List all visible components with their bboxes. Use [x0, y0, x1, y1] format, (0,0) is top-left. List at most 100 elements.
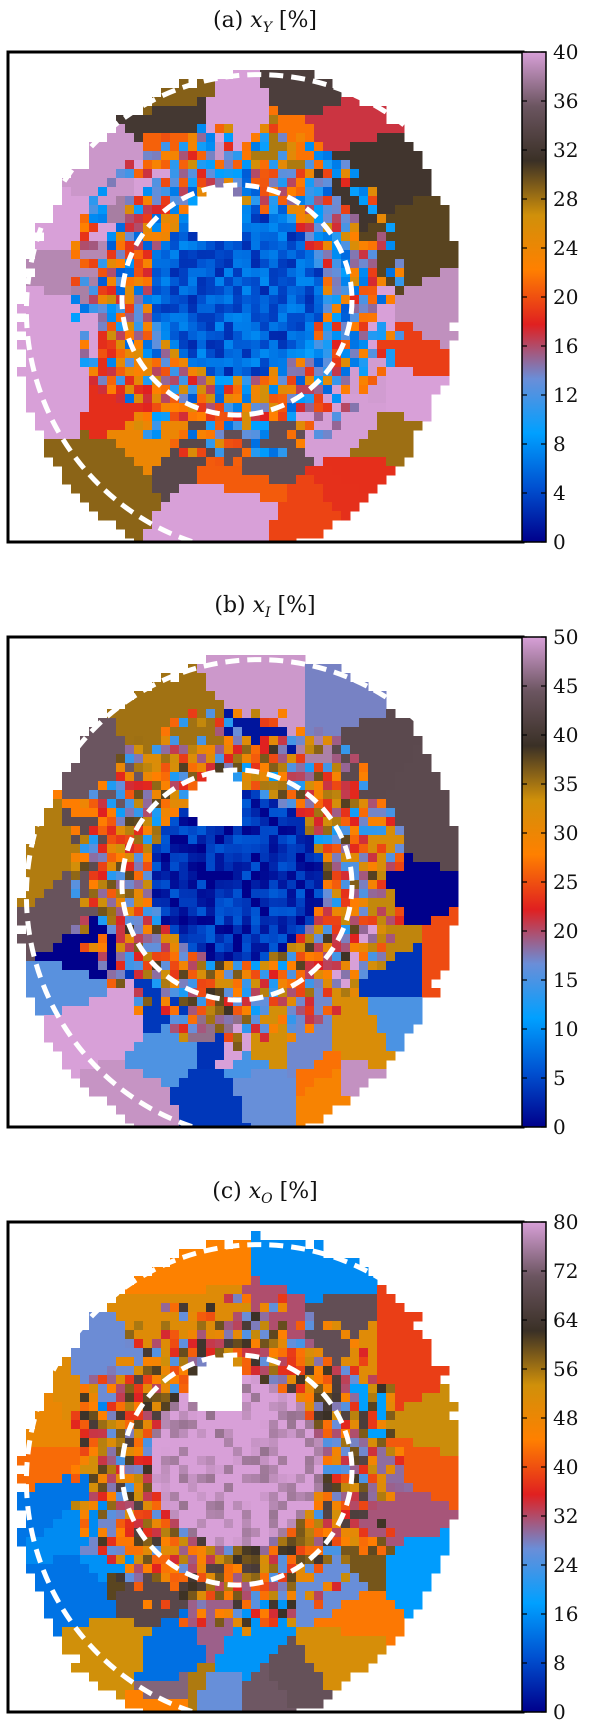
map-pixel — [332, 790, 342, 800]
map-pixel — [107, 1411, 117, 1421]
map-pixel — [278, 970, 288, 980]
map-pixel — [62, 1375, 72, 1385]
map-pixel — [251, 979, 261, 989]
map-pixel — [134, 1447, 144, 1457]
map-pixel — [152, 1033, 162, 1043]
map-pixel — [188, 1312, 198, 1322]
map-pixel — [287, 1105, 297, 1115]
map-pixel — [188, 1042, 198, 1052]
map-pixel — [179, 277, 189, 287]
map-pixel — [170, 1375, 180, 1385]
map-pixel — [134, 709, 144, 719]
map-pixel — [395, 151, 405, 161]
map-pixel — [251, 718, 261, 728]
map-pixel — [323, 1366, 333, 1376]
map-pixel — [404, 718, 414, 728]
map-pixel — [314, 1312, 324, 1322]
map-pixel — [404, 1393, 414, 1403]
map-pixel — [179, 1384, 189, 1394]
map-pixel — [404, 1321, 414, 1331]
map-pixel — [215, 97, 225, 107]
map-pixel — [269, 1114, 279, 1124]
map-pixel — [332, 430, 342, 440]
map-pixel — [278, 1249, 288, 1259]
map-pixel — [323, 1006, 333, 1016]
map-pixel — [323, 196, 333, 206]
map-pixel — [341, 511, 351, 521]
map-pixel — [431, 808, 441, 818]
map-pixel — [242, 790, 252, 800]
map-pixel — [269, 736, 279, 746]
map-pixel — [341, 1078, 351, 1088]
map-pixel — [260, 1348, 270, 1358]
map-pixel — [143, 322, 153, 332]
map-pixel — [107, 475, 117, 485]
map-pixel — [368, 1312, 378, 1322]
map-pixel — [197, 664, 207, 674]
map-pixel — [107, 754, 117, 764]
map-pixel — [323, 1420, 333, 1430]
map-pixel — [404, 430, 414, 440]
map-pixel — [269, 871, 279, 881]
map-pixel — [359, 466, 369, 476]
map-pixel — [278, 952, 288, 962]
map-pixel — [323, 214, 333, 224]
map-pixel — [80, 331, 90, 341]
map-pixel — [206, 997, 216, 1007]
map-pixel — [143, 763, 153, 773]
map-pixel — [107, 817, 117, 827]
map-pixel — [323, 1384, 333, 1394]
map-pixel — [152, 259, 162, 269]
map-pixel — [314, 997, 324, 1007]
map-pixel — [278, 880, 288, 890]
map-pixel — [305, 826, 315, 836]
map-pixel — [377, 403, 387, 413]
map-pixel — [152, 394, 162, 404]
map-pixel — [197, 745, 207, 755]
map-pixel — [134, 304, 144, 314]
map-pixel — [26, 376, 36, 386]
map-pixel — [296, 1429, 306, 1439]
map-pixel — [26, 1429, 36, 1439]
map-pixel — [53, 826, 63, 836]
map-pixel — [314, 484, 324, 494]
map-pixel — [269, 1033, 279, 1043]
map-pixel — [332, 871, 342, 881]
map-pixel — [35, 925, 45, 935]
map-pixel — [242, 1402, 252, 1412]
map-pixel — [98, 277, 108, 287]
map-pixel — [143, 817, 153, 827]
map-pixel — [296, 484, 306, 494]
map-pixel — [206, 142, 216, 152]
map-pixel — [116, 196, 126, 206]
map-pixel — [170, 313, 180, 323]
map-pixel — [395, 862, 405, 872]
map-pixel — [422, 232, 432, 242]
map-pixel — [107, 1060, 117, 1070]
map-pixel — [341, 1357, 351, 1367]
map-pixel — [242, 907, 252, 917]
map-pixel — [323, 79, 333, 89]
map-pixel — [242, 835, 252, 845]
map-pixel — [350, 277, 360, 287]
map-pixel — [341, 196, 351, 206]
map-pixel — [89, 484, 99, 494]
map-pixel — [116, 1357, 126, 1367]
map-pixel — [377, 124, 387, 134]
map-pixel — [26, 367, 36, 377]
map-pixel — [260, 250, 270, 260]
map-pixel — [215, 1312, 225, 1322]
map-pixel — [224, 538, 234, 542]
map-pixel — [206, 763, 216, 773]
map-pixel — [125, 412, 135, 422]
map-pixel — [242, 1375, 252, 1385]
map-pixel — [161, 475, 171, 485]
map-pixel — [161, 466, 171, 476]
map-pixel — [170, 736, 180, 746]
map-pixel — [278, 367, 288, 377]
map-pixel — [188, 124, 198, 134]
map-pixel — [125, 709, 135, 719]
map-pixel — [62, 277, 72, 287]
map-pixel — [197, 187, 207, 197]
map-pixel — [152, 781, 162, 791]
